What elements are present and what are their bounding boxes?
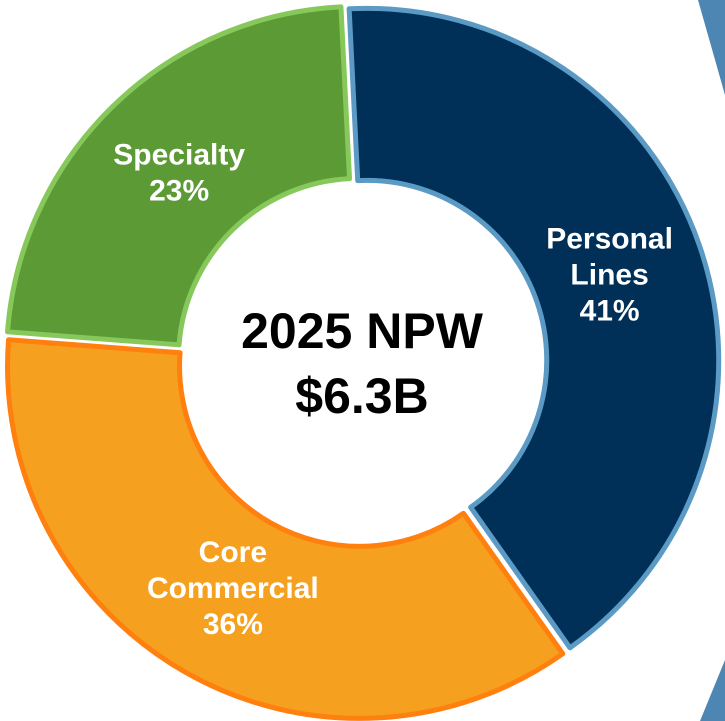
slice-value-label: 36% (203, 608, 263, 641)
slice-value-label: 41% (580, 294, 640, 327)
decoration (700, 660, 725, 721)
slice (5, 4, 353, 348)
decoration (698, 0, 725, 95)
slice (5, 337, 566, 721)
center-title: 2025 NPW (241, 303, 484, 359)
slice (346, 5, 722, 651)
slice-label: Specialty (113, 138, 245, 171)
slice-label: Core Commercial (147, 536, 319, 605)
center-subtitle: $6.3B (295, 368, 428, 424)
slice-label: Personal Lines (546, 222, 673, 291)
slice-value-label: 23% (149, 174, 209, 207)
